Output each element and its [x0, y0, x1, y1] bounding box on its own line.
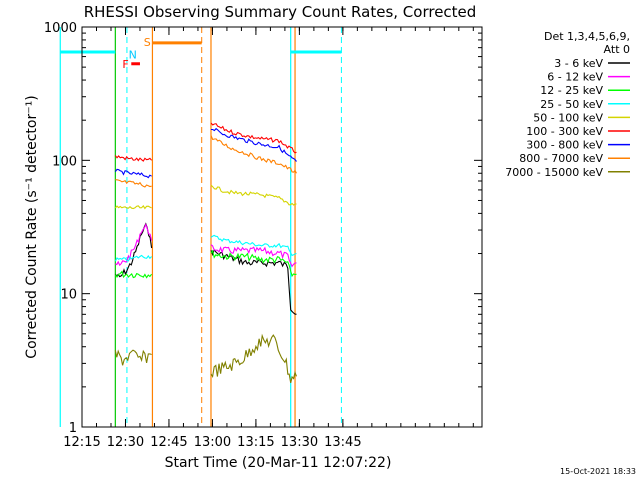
series-3-segment-1: [114, 254, 152, 262]
legend-label: 6 - 12 keV: [547, 71, 603, 84]
plot-frame: [81, 26, 483, 428]
series-0-segment-1: [114, 222, 153, 278]
series-6-segment-2: [211, 127, 297, 162]
y-axis-label: Corrected Count Rate (s⁻¹ detector⁻¹): [24, 95, 40, 358]
series-4-segment-1: [114, 205, 152, 210]
x-tick-label: 12:30: [107, 435, 144, 450]
series-4-segment-2: [210, 184, 297, 206]
x-axis-label: Start Time (20-Mar-11 12:07:22): [165, 455, 392, 471]
x-tick-label: 12:15: [63, 435, 100, 450]
legend-label: 25 - 50 keV: [540, 98, 603, 111]
series-1-segment-1: [115, 223, 153, 267]
legend-label: 800 - 7000 keV: [519, 152, 603, 165]
series-0-segment-2: [210, 248, 297, 315]
y-tick-label: 1000: [44, 21, 77, 36]
x-tick-label: 13:45: [324, 435, 361, 450]
y-tick-label: 1: [69, 421, 77, 436]
chart-title: RHESSI Observing Summary Count Rates, Co…: [84, 3, 477, 21]
x-tick-label: 13:30: [281, 435, 318, 450]
flag-label-s: S: [144, 36, 151, 49]
footer-timestamp: 15-Oct-2021 18:33: [560, 467, 636, 476]
series-5-segment-1: [114, 155, 153, 162]
x-tick-label: 13:15: [237, 435, 274, 450]
series-8-segment-1: [114, 349, 152, 366]
series-5-segment-2: [210, 122, 297, 154]
flag-label-f: F: [122, 58, 128, 71]
series-7-segment-1: [115, 179, 152, 188]
series-1-segment-2: [210, 244, 297, 268]
legend-label: 300 - 800 keV: [526, 139, 603, 152]
series-7-segment-2: [210, 135, 297, 174]
series-3-segment-2: [210, 234, 297, 257]
series-6-segment-1: [114, 168, 152, 179]
legend-label: 12 - 25 keV: [540, 84, 603, 97]
legend-label: 100 - 300 keV: [526, 125, 603, 138]
series-2-segment-1: [114, 270, 153, 279]
legend-label: 7000 - 15000 keV: [505, 166, 603, 179]
series-8-segment-2: [210, 333, 298, 384]
x-tick-label: 13:00: [194, 435, 231, 450]
series-2-segment-2: [210, 249, 297, 278]
y-tick-label: 10: [60, 288, 77, 303]
legend-header-line: Det 1,3,4,5,6,9,: [544, 30, 630, 43]
legend-label: 3 - 6 keV: [554, 57, 603, 70]
y-tick-label: 100: [52, 154, 77, 169]
flag-label-n: N: [129, 49, 137, 62]
x-tick-label: 12:45: [150, 435, 187, 450]
legend-label: 50 - 100 keV: [533, 111, 603, 124]
legend-header-line: Att 0: [604, 43, 630, 56]
